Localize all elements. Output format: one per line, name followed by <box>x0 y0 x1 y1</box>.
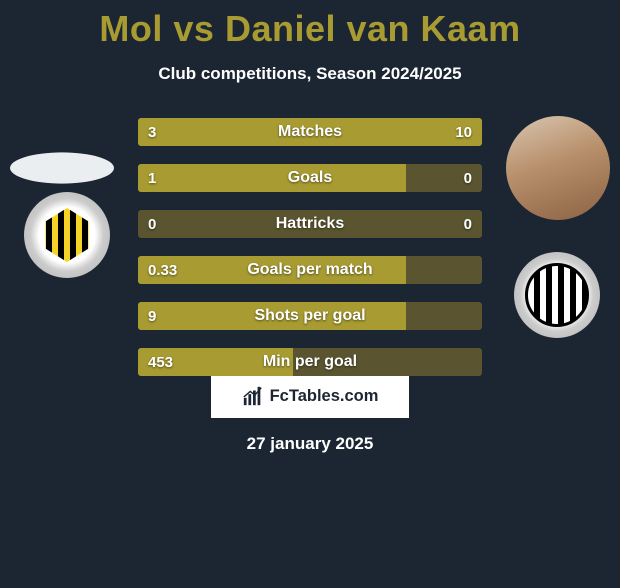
bar-value-right: 0 <box>464 210 472 238</box>
player-right-avatar <box>506 116 610 220</box>
stat-row: Hattricks0 0 <box>138 210 482 238</box>
bar-label: Goals per match <box>138 256 482 284</box>
bar-value-left: 1 <box>148 164 156 192</box>
bar-label: Goals <box>138 164 482 192</box>
stat-row: Matches3 10 <box>138 118 482 146</box>
stat-row: Min per goal453 <box>138 348 482 376</box>
bar-value-right: 0 <box>464 164 472 192</box>
stat-row: Goals per match0.33 <box>138 256 482 284</box>
stat-row: Shots per goal9 <box>138 302 482 330</box>
bar-label: Hattricks <box>138 210 482 238</box>
brand-chart-icon <box>242 385 264 407</box>
bar-value-left: 0 <box>148 210 156 238</box>
stat-row: Goals1 0 <box>138 164 482 192</box>
stats-bars: Matches310Goals10Hattricks00Goals per ma… <box>138 118 482 394</box>
player-left-avatar <box>10 152 114 183</box>
bar-label: Min per goal <box>138 348 482 376</box>
bar-label: Shots per goal <box>138 302 482 330</box>
page-subtitle: Club competitions, Season 2024/2025 <box>0 64 620 84</box>
bar-value-right: 10 <box>455 118 472 146</box>
bar-value-left: 3 <box>148 118 156 146</box>
bar-value-left: 9 <box>148 302 156 330</box>
bar-label: Matches <box>138 118 482 146</box>
club-left-badge <box>24 192 110 278</box>
bar-value-left: 0.33 <box>148 256 177 284</box>
footer-date: 27 january 2025 <box>0 434 620 454</box>
club-right-badge <box>514 252 600 338</box>
page-title: Mol vs Daniel van Kaam <box>0 8 620 50</box>
bar-value-left: 453 <box>148 348 173 376</box>
